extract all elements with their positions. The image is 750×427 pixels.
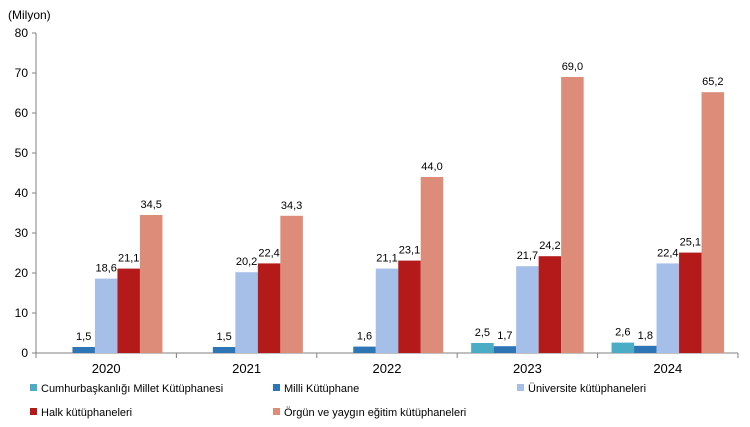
bar	[611, 342, 635, 353]
data-label: 25,1	[680, 237, 701, 249]
legend-item: Cumhurbaşkanlığı Millet Kütüphanesi	[30, 383, 223, 395]
x-tick-label: 2021	[232, 361, 261, 376]
legend-label: Üniversite kütüphaneleri	[528, 383, 646, 395]
legend-label: Halk kütüphaneleri	[41, 407, 132, 419]
data-label: 2,6	[615, 327, 630, 339]
legend-swatch	[273, 408, 280, 415]
legend-label: Milli Kütüphane	[284, 383, 359, 395]
bar	[117, 268, 140, 353]
bar	[212, 347, 236, 353]
data-label: 1,5	[216, 331, 231, 343]
data-label: 23,1	[399, 245, 420, 257]
bar	[538, 256, 562, 353]
bar	[398, 260, 421, 353]
y-tick-label: 70	[15, 66, 29, 80]
legend: Cumhurbaşkanlığı Millet Kütüphanesi Milli…	[30, 383, 646, 419]
legend-swatch	[30, 384, 37, 391]
data-label: 69,0	[562, 61, 583, 73]
data-labels: 2,5 2,6 1,5 1,5 1,6 1,7 1,8 18,6 20,2 21,1 21,7 22,…	[76, 61, 723, 343]
y-tick-label: 30	[15, 226, 29, 240]
bar	[420, 177, 444, 353]
data-label: 18,6	[95, 263, 116, 275]
data-label: 24,2	[539, 240, 560, 252]
data-label: 1,6	[357, 331, 372, 343]
bar	[634, 345, 657, 353]
bar	[471, 343, 494, 353]
bars	[72, 77, 725, 353]
y-unit-label: (Milyon)	[8, 8, 51, 22]
x-tick-label: 2024	[653, 361, 682, 376]
legend-item: Milli Kütüphane	[273, 383, 359, 395]
bar	[656, 263, 680, 353]
legend-swatch	[517, 384, 524, 391]
data-label: 21,1	[376, 253, 397, 265]
data-label: 2,5	[475, 327, 490, 339]
y-tick-label: 60	[15, 106, 29, 120]
bar	[375, 268, 399, 353]
data-label: 22,4	[657, 247, 678, 259]
bar	[139, 215, 163, 353]
bar	[679, 252, 702, 353]
data-label: 20,2	[236, 256, 257, 268]
y-tick-label: 40	[15, 186, 29, 200]
data-label: 1,5	[76, 331, 91, 343]
data-label: 1,8	[638, 330, 653, 342]
data-label: 34,5	[140, 199, 161, 211]
x-tick-label: 2023	[513, 361, 542, 376]
bar	[701, 92, 725, 353]
bar	[516, 266, 539, 353]
bar	[353, 346, 376, 353]
y-tick-label: 0	[21, 346, 28, 360]
y-tick-label: 50	[15, 146, 29, 160]
bar	[235, 272, 258, 353]
legend-item: Örgün ve yaygın eğitim kütüphaneleri	[273, 407, 466, 419]
y-tick-label: 20	[15, 266, 29, 280]
x-tick-label: 2022	[373, 361, 402, 376]
data-label: 1,7	[497, 330, 512, 342]
bar	[72, 347, 95, 353]
y-tick-label: 10	[15, 306, 29, 320]
data-label: 21,1	[118, 253, 139, 265]
legend-swatch	[30, 408, 37, 415]
bar	[94, 278, 118, 353]
data-label: 22,4	[258, 247, 279, 259]
legend-swatch	[273, 384, 280, 391]
data-label: 44,0	[421, 161, 442, 173]
y-tick-label: 80	[15, 26, 29, 40]
legend-label: Örgün ve yaygın eğitim kütüphaneleri	[284, 407, 466, 419]
data-label: 34,3	[281, 200, 302, 212]
legend-item: Halk kütüphaneleri	[30, 407, 132, 419]
legend-label: Cumhurbaşkanlığı Millet Kütüphanesi	[41, 383, 223, 395]
data-label: 65,2	[702, 76, 723, 88]
bar	[280, 215, 303, 353]
bar	[257, 263, 281, 353]
x-tick-label: 2020	[92, 361, 121, 376]
bar	[493, 346, 517, 353]
bar	[561, 77, 584, 353]
data-label: 21,7	[517, 250, 538, 262]
legend-item: Üniversite kütüphaneleri	[517, 383, 646, 395]
